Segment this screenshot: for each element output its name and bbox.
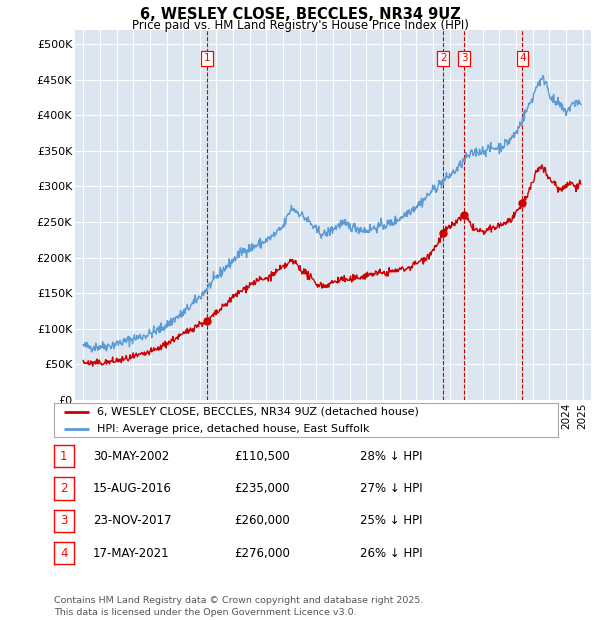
Text: 4: 4 [60,547,68,559]
Text: 23-NOV-2017: 23-NOV-2017 [93,515,172,527]
Text: 2: 2 [60,482,68,495]
Text: 6, WESLEY CLOSE, BECCLES, NR34 9UZ: 6, WESLEY CLOSE, BECCLES, NR34 9UZ [140,7,460,22]
Text: 15-AUG-2016: 15-AUG-2016 [93,482,172,495]
Text: 3: 3 [60,515,68,527]
Text: 17-MAY-2021: 17-MAY-2021 [93,547,170,559]
Text: 2: 2 [440,53,446,63]
Text: 1: 1 [60,450,68,463]
Text: 28% ↓ HPI: 28% ↓ HPI [360,450,422,463]
Text: 1: 1 [203,53,210,63]
Text: Contains HM Land Registry data © Crown copyright and database right 2025.
This d: Contains HM Land Registry data © Crown c… [54,596,424,617]
Text: £276,000: £276,000 [234,547,290,559]
Text: 6, WESLEY CLOSE, BECCLES, NR34 9UZ (detached house): 6, WESLEY CLOSE, BECCLES, NR34 9UZ (deta… [97,407,419,417]
Text: 30-MAY-2002: 30-MAY-2002 [93,450,169,463]
Text: 25% ↓ HPI: 25% ↓ HPI [360,515,422,527]
Text: £235,000: £235,000 [234,482,290,495]
Text: 4: 4 [519,53,526,63]
Text: 26% ↓ HPI: 26% ↓ HPI [360,547,422,559]
Text: 27% ↓ HPI: 27% ↓ HPI [360,482,422,495]
Text: HPI: Average price, detached house, East Suffolk: HPI: Average price, detached house, East… [97,423,370,433]
Text: 3: 3 [461,53,467,63]
Text: Price paid vs. HM Land Registry's House Price Index (HPI): Price paid vs. HM Land Registry's House … [131,19,469,32]
Text: £110,500: £110,500 [234,450,290,463]
Text: £260,000: £260,000 [234,515,290,527]
